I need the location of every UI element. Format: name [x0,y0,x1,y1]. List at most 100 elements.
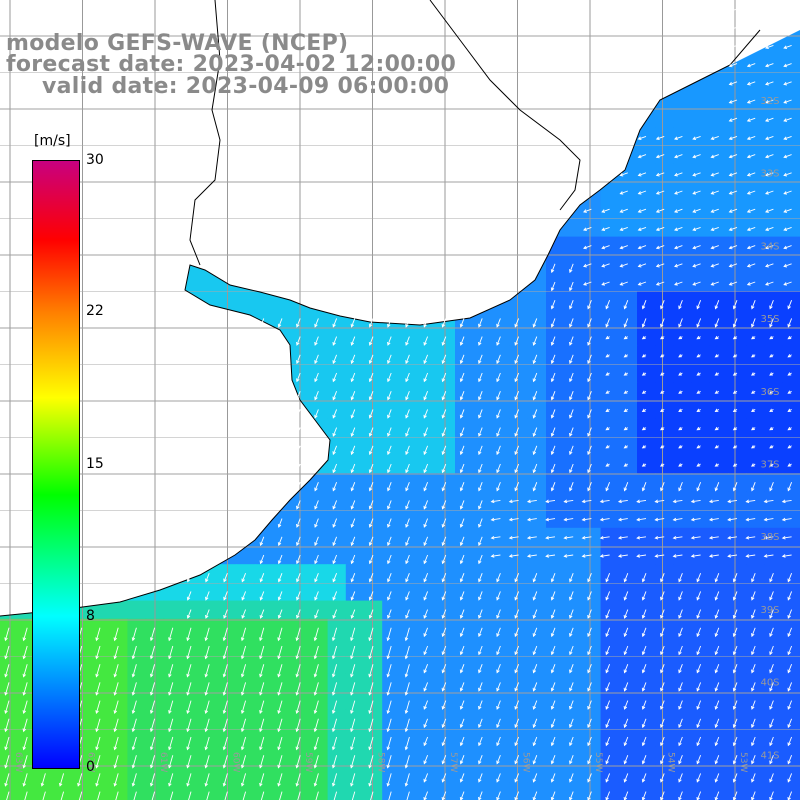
field-cell [509,364,529,383]
field-cell [600,436,620,456]
field-cell [200,764,219,784]
wind-arrow [751,700,756,710]
wind-arrow [623,627,629,638]
wind-arrow [459,391,465,401]
wind-arrow [459,445,465,456]
field-cell [527,527,547,547]
wind-arrow [459,718,465,729]
field-cell [327,691,347,711]
field-cell [109,764,128,784]
wind-arrow [368,773,374,787]
wind-arrow [569,645,574,656]
wind-arrow [115,791,119,800]
wind-arrow [696,773,702,783]
wind-arrow [295,736,301,751]
wind-arrow [619,208,628,213]
wind-arrow [605,773,611,783]
field-cell [182,582,201,602]
field-cell [728,455,747,474]
field-cell [182,618,201,638]
wind-arrow [550,791,556,800]
wind-arrow [514,645,520,656]
field-cell [400,436,420,456]
wind-arrow [259,773,265,787]
field-cell [491,436,511,456]
wind-arrow [696,390,701,394]
wind-arrow [405,409,410,419]
wind-arrow [168,736,174,751]
wind-arrow [441,791,447,800]
field-cell [382,436,401,456]
field-cell [473,473,492,492]
wind-arrow [368,755,374,769]
wind-arrow [569,281,574,292]
field-cell [564,673,583,693]
wind-arrow [641,791,647,800]
field-cell [345,327,365,347]
wind-arrow [641,591,647,601]
field-cell [418,782,438,800]
wind-arrow [587,591,592,601]
wind-arrow [204,664,210,678]
wind-arrow [765,226,774,232]
field-cell [709,200,729,219]
field-cell [618,564,638,583]
wind-arrow [783,226,792,232]
wind-arrow [332,318,338,328]
field-cell [382,582,401,602]
wind-arrow [204,627,210,642]
field-cell [546,637,565,656]
wind-arrow [441,354,447,365]
wind-arrow [423,518,429,528]
wind-arrow [368,627,374,642]
wind-arrow [313,718,319,733]
field-cell [236,600,256,620]
latitude-label: 34S [760,241,779,252]
wind-arrow [783,245,792,250]
wind-arrow [746,99,756,104]
field-cell [509,782,529,800]
wind-arrow [678,408,683,413]
wind-arrow [131,627,137,642]
wind-arrow [186,591,192,601]
field-cell [600,309,620,329]
wind-arrow [241,573,247,583]
field-cell [36,782,56,800]
field-cell [746,109,765,128]
wind-arrow [490,535,501,540]
wind-arrow [728,99,738,104]
field-cell [273,637,292,656]
field-cell [527,455,547,474]
wind-arrow [678,791,683,800]
wind-arrow [222,755,228,769]
wind-arrow [728,81,738,86]
field-cell [709,127,729,147]
field-cell [473,746,492,765]
wind-arrow [459,755,465,765]
wind-arrow [710,263,719,268]
wind-arrow [186,682,192,696]
wind-arrow [441,700,447,710]
wind-arrow [478,409,483,419]
wind-arrow [405,445,410,456]
colorbar-unit: [m/s] [34,133,71,149]
field-cell [491,491,511,511]
field-cell [127,782,147,800]
wind-arrow [783,208,792,213]
wind-arrow [423,391,429,401]
coastline-path [0,29,761,617]
field-cell [400,455,420,474]
longitude-label: 53W [738,752,748,772]
field-cell [364,746,383,765]
wind-arrow [714,426,720,431]
field-cell [618,418,638,438]
wind-arrow [787,682,793,692]
wind-arrow [240,664,247,678]
field-cell [509,491,529,511]
field-cell [709,527,729,547]
wind-arrow [636,499,647,504]
field-cell [728,145,747,165]
field-cell [564,600,583,620]
field-cell [236,673,256,693]
wind-arrow [727,499,738,504]
